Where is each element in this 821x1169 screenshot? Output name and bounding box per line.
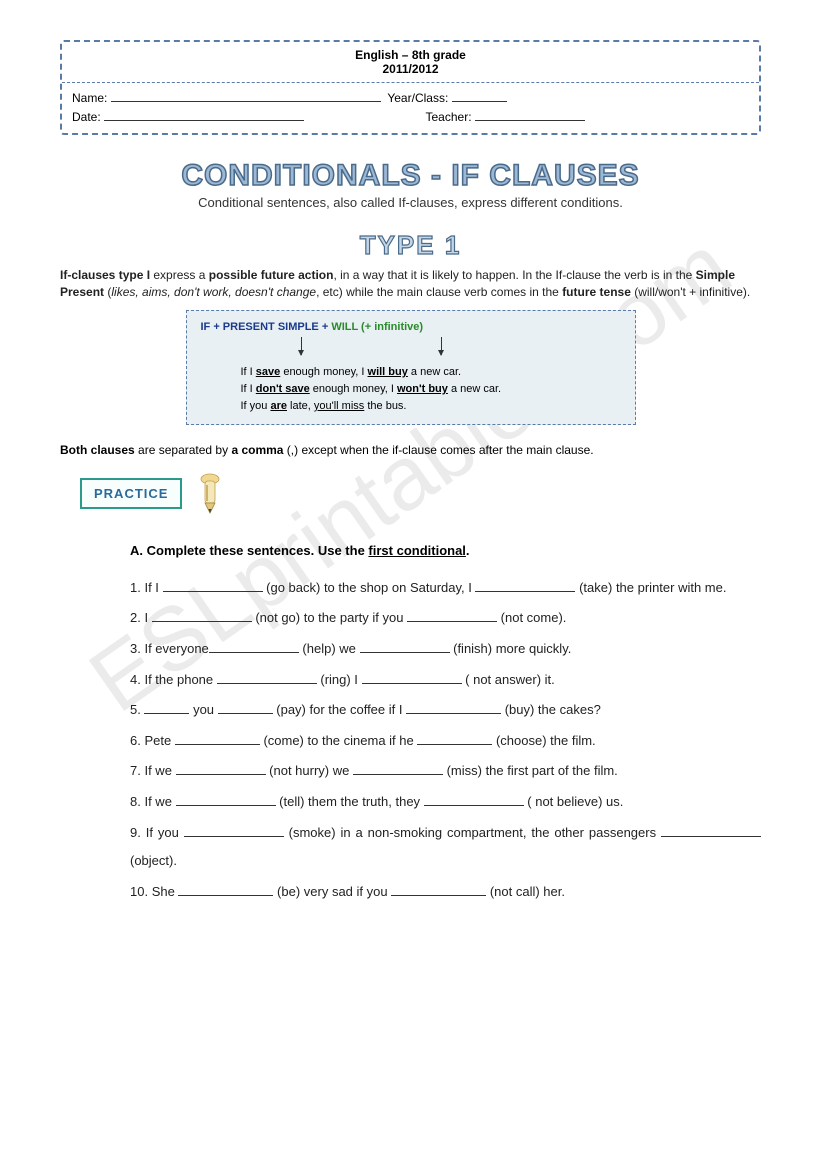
answer-blank[interactable] — [176, 763, 266, 776]
cn-c: a comma — [231, 443, 283, 457]
exp-g: likes, aims, don't work, doesn't change — [111, 285, 316, 299]
exercise-item: 6. Pete (come) to the cinema if he (choo… — [130, 727, 761, 756]
ex3a: If you — [241, 400, 271, 412]
ex3c: late, — [287, 400, 314, 412]
teacher-label: Teacher: — [426, 110, 472, 124]
explanation-paragraph: If-clauses type I express a possible fut… — [60, 267, 761, 299]
ex3d: you'll miss — [314, 400, 364, 412]
ex1b: save — [256, 366, 280, 378]
year-class-label: Year/Class: — [387, 91, 448, 105]
cn-d: (,) except when the if-clause comes afte… — [283, 443, 593, 457]
ex1c: enough money, I — [280, 366, 367, 378]
answer-blank[interactable] — [178, 883, 273, 896]
practice-badge: PRACTICE — [80, 478, 182, 509]
answer-blank[interactable] — [209, 640, 299, 653]
answer-blank[interactable] — [353, 763, 443, 776]
answer-blank[interactable] — [475, 579, 575, 592]
formula-box: IF + PRESENT SIMPLE + WILL (+ infinitive… — [186, 310, 636, 425]
exercise-item: 1. If I (go back) to the shop on Saturda… — [130, 574, 761, 603]
exercise-item: 8. If we (tell) them the truth, they ( n… — [130, 788, 761, 817]
ex2e: a new car. — [448, 383, 501, 395]
answer-blank[interactable] — [176, 793, 276, 806]
answer-blank[interactable] — [175, 732, 260, 745]
answer-blank[interactable] — [184, 824, 284, 837]
exercise-item: 7. If we (not hurry) we (miss) the first… — [130, 757, 761, 786]
answer-blank[interactable] — [152, 610, 252, 623]
ex3e: the bus. — [364, 400, 406, 412]
exp-a: If-clauses type I — [60, 268, 150, 282]
answer-blank[interactable] — [661, 824, 761, 837]
header-box: English – 8th grade 2011/2012 Name: Year… — [60, 40, 761, 135]
cn-b: are separated by — [135, 443, 232, 457]
answer-blank[interactable] — [407, 610, 497, 623]
header-subject: English – 8th grade — [62, 48, 759, 62]
answer-blank[interactable] — [417, 732, 492, 745]
year-class-blank[interactable] — [452, 89, 507, 102]
cn-a: Both clauses — [60, 443, 135, 457]
exp-j: (will/won't + infinitive). — [631, 285, 750, 299]
arrows — [201, 337, 621, 361]
exercise-item: 3. If everyone (help) we (finish) more q… — [130, 635, 761, 664]
exp-b: express a — [150, 268, 209, 282]
subtitle: Conditional sentences, also called If-cl… — [60, 195, 761, 210]
arrow-icon — [441, 337, 442, 355]
header-fields: Name: Year/Class: Date: Teacher: — [62, 83, 759, 133]
formula-will: WILL (+ infinitive) — [331, 321, 423, 333]
exercise-item: 5. you (pay) for the coffee if I (buy) t… — [130, 696, 761, 725]
exercise-list: 1. If I (go back) to the shop on Saturda… — [130, 574, 761, 907]
answer-blank[interactable] — [362, 671, 462, 684]
ex3b: are — [270, 400, 287, 412]
teacher-blank[interactable] — [475, 108, 585, 121]
exercise-item: 4. If the phone (ring) I ( not answer) i… — [130, 666, 761, 695]
header-year: 2011/2012 — [62, 62, 759, 76]
exp-h: , etc) while the main clause verb comes … — [316, 285, 562, 299]
answer-blank[interactable] — [163, 579, 263, 592]
answer-blank[interactable] — [424, 793, 524, 806]
ex1a: If I — [241, 366, 256, 378]
example-3: If you are late, you'll miss the bus. — [241, 400, 621, 412]
date-blank[interactable] — [104, 108, 304, 121]
answer-blank[interactable] — [406, 701, 501, 714]
answer-blank[interactable] — [218, 701, 273, 714]
ex1e: a new car. — [408, 366, 461, 378]
header-title-block: English – 8th grade 2011/2012 — [62, 42, 759, 83]
ex2a: If I — [241, 383, 256, 395]
exercise-item: 10. She (be) very sad if you (not call) … — [130, 878, 761, 907]
formula-head: IF + PRESENT SIMPLE + WILL (+ infinitive… — [201, 321, 621, 333]
ex2d: won't buy — [397, 383, 448, 395]
exercise-heading: A. Complete these sentences. Use the fir… — [130, 543, 761, 558]
exp-c: possible future action — [209, 268, 334, 282]
ex2c: enough money, I — [310, 383, 397, 395]
formula-if: IF + PRESENT SIMPLE + — [201, 321, 332, 333]
date-label: Date: — [72, 110, 101, 124]
type-title: TYPE 1 — [60, 230, 761, 261]
main-title: CONDITIONALS - IF CLAUSES — [60, 159, 761, 193]
name-label: Name: — [72, 91, 107, 105]
example-1: If I save enough money, I will buy a new… — [241, 366, 621, 378]
arrow-icon — [301, 337, 302, 355]
answer-blank[interactable] — [217, 671, 317, 684]
answer-blank[interactable] — [391, 883, 486, 896]
ex2b: don't save — [256, 383, 310, 395]
exp-i: future tense — [562, 285, 631, 299]
ex-head-a: A. Complete these sentences. Use the — [130, 543, 368, 558]
ex-head-c: . — [466, 543, 470, 558]
practice-row: PRACTICE — [80, 473, 761, 515]
name-blank[interactable] — [111, 89, 381, 102]
example-2: If I don't save enough money, I won't bu… — [241, 383, 621, 395]
pencil-icon — [196, 473, 224, 515]
exercise-item: 9. If you (smoke) in a non-smoking compa… — [130, 819, 761, 876]
ex-head-b: first conditional — [368, 543, 466, 558]
exercise-item: 2. I (not go) to the party if you (not c… — [130, 604, 761, 633]
answer-blank[interactable] — [144, 701, 189, 714]
comma-note: Both clauses are separated by a comma (,… — [60, 443, 761, 457]
ex1d: will buy — [368, 366, 408, 378]
exp-d: , in a way that it is likely to happen. … — [333, 268, 695, 282]
answer-blank[interactable] — [360, 640, 450, 653]
